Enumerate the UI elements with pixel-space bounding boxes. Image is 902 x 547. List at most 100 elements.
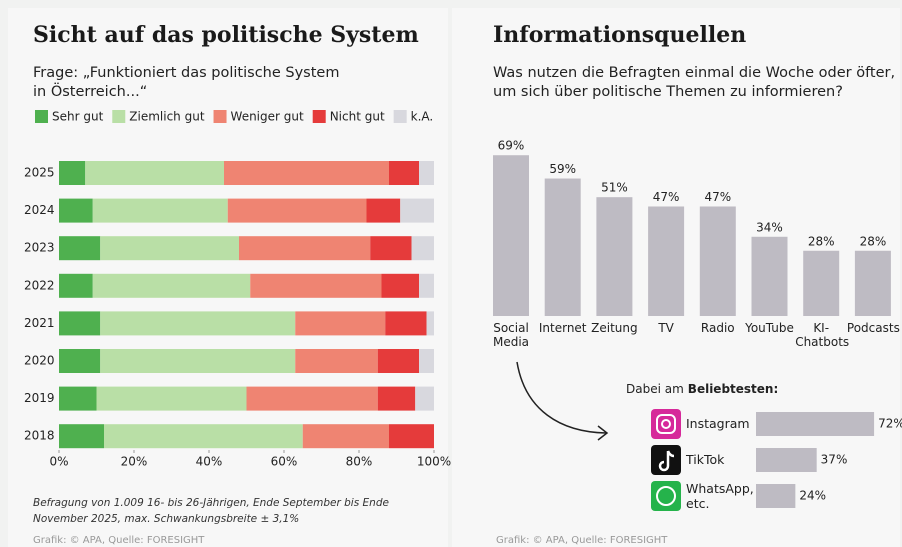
x-tick-label: 0%: [49, 455, 68, 469]
footnote: November 2025, max. Schwankungsbreite ± …: [33, 513, 299, 525]
bar: [700, 206, 736, 316]
instagram-icon: [651, 409, 681, 439]
bar: [756, 484, 795, 508]
legend-swatch: [313, 110, 326, 123]
bar-segment: [295, 349, 378, 373]
chart-subtitle: Was nutzen die Befragten einmal die Woch…: [493, 65, 895, 81]
bar-segment: [104, 424, 303, 448]
bar-segment: [247, 387, 378, 411]
x-tick-label: Zeitung: [588, 321, 640, 335]
bar-segment: [85, 161, 224, 185]
bar: [803, 251, 839, 316]
bar: [855, 251, 891, 316]
category-label: TikTok: [686, 452, 754, 467]
x-tick-label: 60%: [271, 455, 298, 469]
x-tick-label: Social Media: [485, 321, 537, 349]
bar-segment: [93, 274, 251, 298]
legend-label: Ziemlich gut: [129, 110, 205, 124]
canvas: Sicht auf das politische SystemFrage: „F…: [0, 0, 902, 547]
bar-segment: [427, 311, 435, 335]
bar-segment: [250, 274, 381, 298]
bar-segment: [303, 424, 389, 448]
value-label: 47%: [704, 190, 731, 204]
bar: [545, 179, 581, 316]
category-label: Instagram: [686, 416, 754, 431]
bar-segment: [59, 236, 100, 260]
bar-segment: [59, 349, 100, 373]
y-tick-label: 2023: [24, 241, 55, 255]
bar-segment: [228, 199, 367, 223]
y-tick-label: 2024: [24, 203, 55, 217]
bar-segment: [100, 236, 239, 260]
chart-heading: Dabei am Beliebtesten:: [626, 382, 778, 396]
y-tick-label: 2025: [24, 166, 55, 180]
bar-segment: [382, 274, 420, 298]
x-tick-label: 100%: [417, 455, 451, 469]
bar-segment: [100, 349, 295, 373]
heading-part: Beliebtesten:: [688, 382, 778, 396]
y-tick-label: 2021: [24, 316, 55, 330]
x-tick-label: Podcasts: [847, 321, 899, 335]
source: Grafik: © APA, Quelle: FORESIGHT: [496, 535, 668, 546]
bar-segment: [295, 311, 385, 335]
bar-segment: [100, 311, 295, 335]
value-label: 69%: [498, 139, 525, 153]
chart-subtitle: um sich über politische Themen zu inform…: [493, 84, 843, 100]
value-label: 72%: [878, 417, 902, 431]
value-label: 34%: [756, 220, 783, 234]
bar: [493, 155, 529, 316]
legend-swatch: [112, 110, 125, 123]
y-tick-label: 2018: [24, 429, 55, 443]
value-label: 51%: [601, 181, 628, 195]
bar-segment: [224, 161, 389, 185]
value-label: 24%: [799, 489, 826, 503]
source: Grafik: © APA, Quelle: FORESIGHT: [33, 535, 205, 546]
chart-subtitle: in Österreich...“: [33, 82, 147, 100]
value-label: 28%: [860, 234, 887, 248]
x-tick-label: 20%: [121, 455, 148, 469]
chart-subtitle: Frage: „Funktioniert das politische Syst…: [33, 65, 339, 81]
bar-segment: [59, 199, 93, 223]
bar-segment: [367, 199, 401, 223]
x-tick-label: Radio: [692, 321, 744, 335]
legend-label: Nicht gut: [330, 110, 385, 124]
bar-segment: [400, 199, 434, 223]
infographic: Sicht auf das politische SystemFrage: „F…: [0, 0, 902, 547]
bar-segment: [59, 274, 93, 298]
bar: [756, 448, 817, 472]
y-tick-label: 2019: [24, 391, 55, 405]
bar-segment: [385, 311, 426, 335]
legend-swatch: [394, 110, 407, 123]
whatsapp-icon: [651, 481, 681, 511]
heading-part: Dabei am: [626, 382, 684, 396]
bar-segment: [419, 161, 434, 185]
bar-segment: [59, 387, 97, 411]
value-label: 37%: [821, 453, 848, 467]
bar-segment: [93, 199, 228, 223]
x-tick-label: 40%: [196, 455, 223, 469]
bar: [756, 412, 874, 436]
value-label: 47%: [653, 190, 680, 204]
x-tick-label: YouTube: [744, 321, 796, 335]
bar: [752, 237, 788, 316]
bar-segment: [419, 349, 434, 373]
legend-label: k.A.: [411, 110, 434, 124]
bar-segment: [370, 236, 411, 260]
bar-segment: [59, 311, 100, 335]
footnote: Befragung von 1.009 16- bis 26-Jährigen,…: [33, 497, 389, 509]
bar-segment: [419, 274, 434, 298]
y-tick-label: 2020: [24, 354, 55, 368]
bar-segment: [59, 424, 104, 448]
bar-segment: [389, 161, 419, 185]
bar-segment: [378, 387, 416, 411]
legend-label: Weniger gut: [231, 110, 304, 124]
chart-title: Informationsquellen: [493, 22, 746, 48]
legend-swatch: [35, 110, 48, 123]
bar-segment: [97, 387, 247, 411]
x-tick-label: Internet: [537, 321, 589, 335]
bar-segment: [378, 349, 419, 373]
bar-segment: [239, 236, 370, 260]
x-tick-label: KI-Chatbots: [795, 321, 847, 349]
bar-segment: [415, 387, 434, 411]
bar: [596, 197, 632, 316]
